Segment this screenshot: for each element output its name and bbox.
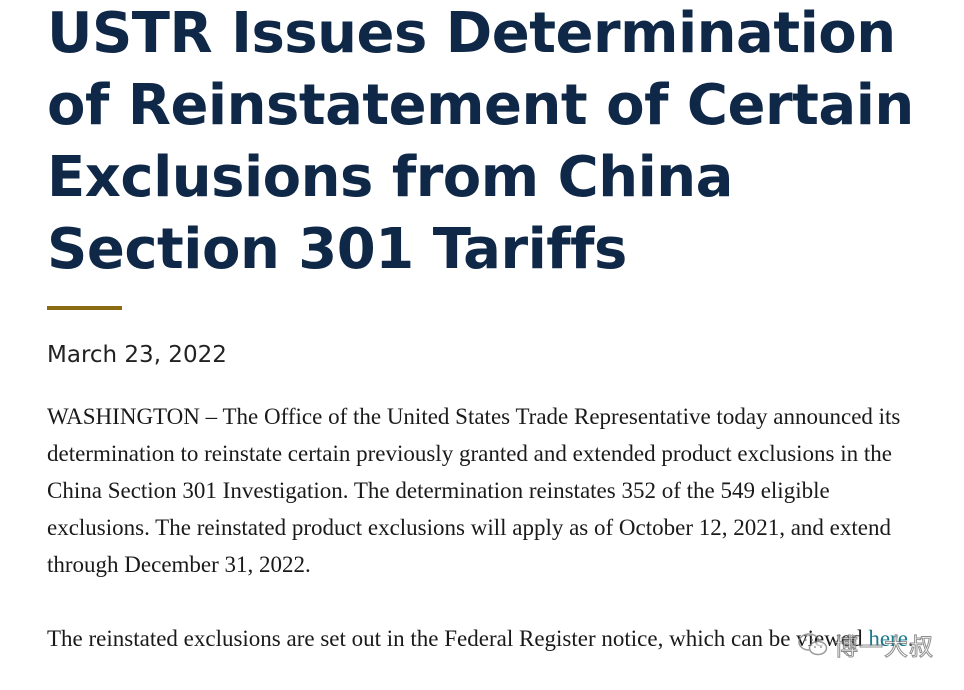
- page-title: USTR Issues Determination of Reinstateme…: [47, 1, 914, 282]
- wechat-icon: [798, 632, 828, 655]
- paragraph-intro: WASHINGTON – The Office of the United St…: [47, 404, 901, 577]
- paragraph-notice: The reinstated exclusions are set out in…: [47, 620, 937, 657]
- paragraph-notice-text: The reinstated exclusions are set out in…: [47, 626, 869, 651]
- here-link[interactable]: here: [868, 626, 908, 651]
- publish-date: March 23, 2022: [47, 342, 227, 368]
- title-divider: [47, 306, 122, 310]
- paragraph-notice-end: .: [907, 626, 914, 651]
- article: USTR Issues Determination of Reinstateme…: [47, 0, 937, 657]
- watermark-text: 博一大叔: [834, 633, 934, 662]
- watermark: 博一大叔: [798, 627, 934, 662]
